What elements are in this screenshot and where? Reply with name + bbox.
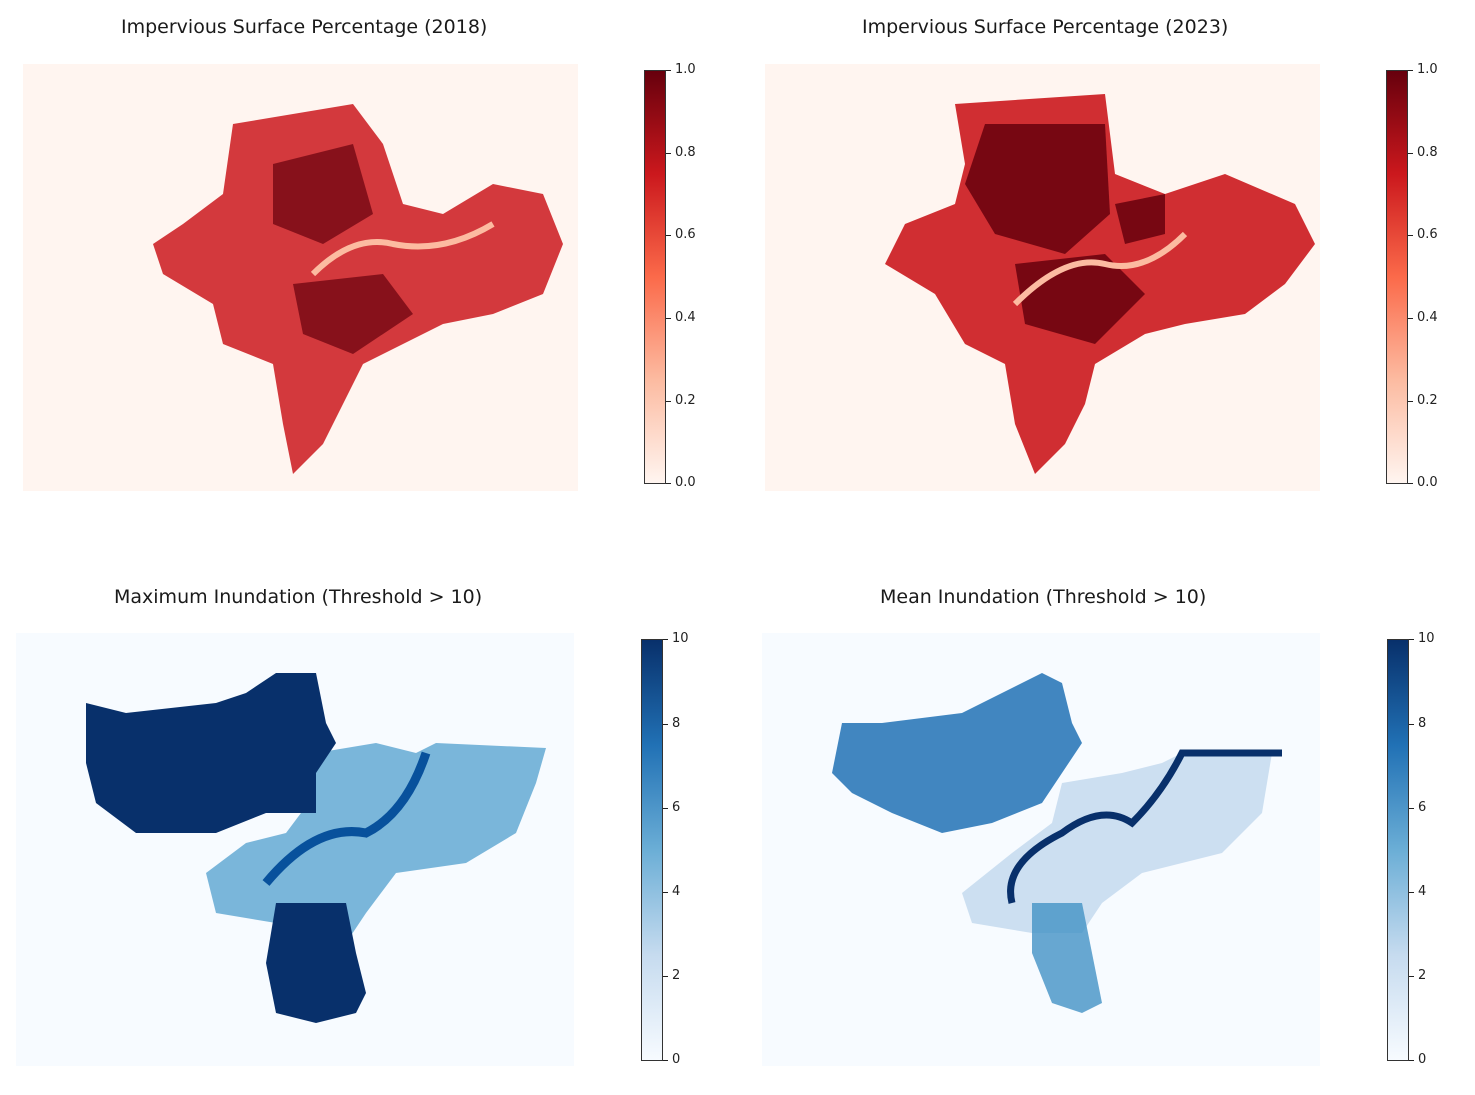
tick-label: 0.2 (1417, 393, 1438, 408)
tick-label: 0 (1418, 1052, 1427, 1067)
panel-title-impervious-2023: Impervious Surface Percentage (2023) (862, 16, 1229, 38)
tick-label: 10 (672, 631, 689, 646)
mean-inundation-east-area (962, 753, 1272, 933)
mean-inundation-west-area (832, 673, 1082, 833)
colorbar-impervious-2023 (1386, 70, 1408, 484)
panel-title-maximum-inundation: Maximum Inundation (Threshold > 10) (114, 586, 483, 608)
map-impervious-2018 (23, 64, 578, 491)
colorbar-maximum-inundation (641, 639, 663, 1061)
tick-label: 8 (672, 716, 681, 731)
impervious-2018-core (273, 144, 413, 354)
tick-label: 1.0 (675, 62, 696, 77)
colorbar-mean-inundation (1387, 639, 1409, 1061)
panel-title-mean-inundation: Mean Inundation (Threshold > 10) (880, 586, 1207, 608)
tick-label: 0.6 (675, 227, 696, 242)
tick-label: 0.4 (675, 310, 696, 325)
tick-label: 0.6 (1417, 227, 1438, 242)
tick-label: 8 (1418, 716, 1427, 731)
mean-inundation-south-area (1032, 903, 1102, 1013)
map-maximum-inundation (16, 633, 574, 1066)
tick-label: 0.8 (675, 145, 696, 160)
map-mean-inundation (762, 633, 1320, 1066)
tick-label: 4 (672, 884, 681, 899)
maximum-inundation-east-area (206, 743, 546, 953)
panel-title-impervious-2018: Impervious Surface Percentage (2018) (121, 16, 488, 38)
tick-label: 0.2 (675, 393, 696, 408)
tick-label: 10 (1418, 631, 1435, 646)
colorbar-impervious-2018 (644, 70, 666, 484)
mean-inundation-river (1007, 749, 1282, 904)
tick-label: 0.8 (1417, 145, 1438, 160)
tick-label: 1.0 (1417, 62, 1438, 77)
impervious-2018-river (310, 221, 495, 277)
tick-label: 2 (672, 968, 681, 983)
tick-label: 0.0 (675, 475, 696, 490)
tick-label: 4 (1418, 884, 1427, 899)
impervious-2023-river (1012, 231, 1188, 307)
tick-label: 0.4 (1417, 310, 1438, 325)
tick-label: 6 (1418, 800, 1427, 815)
tick-label: 0 (672, 1052, 681, 1067)
maximum-inundation-river (262, 751, 431, 886)
map-impervious-2023 (765, 64, 1320, 491)
tick-label: 0.0 (1417, 475, 1438, 490)
tick-label: 2 (1418, 968, 1427, 983)
maximum-inundation-south-block (266, 903, 366, 1023)
tick-label: 6 (672, 800, 681, 815)
maximum-inundation-west-block (86, 673, 336, 833)
